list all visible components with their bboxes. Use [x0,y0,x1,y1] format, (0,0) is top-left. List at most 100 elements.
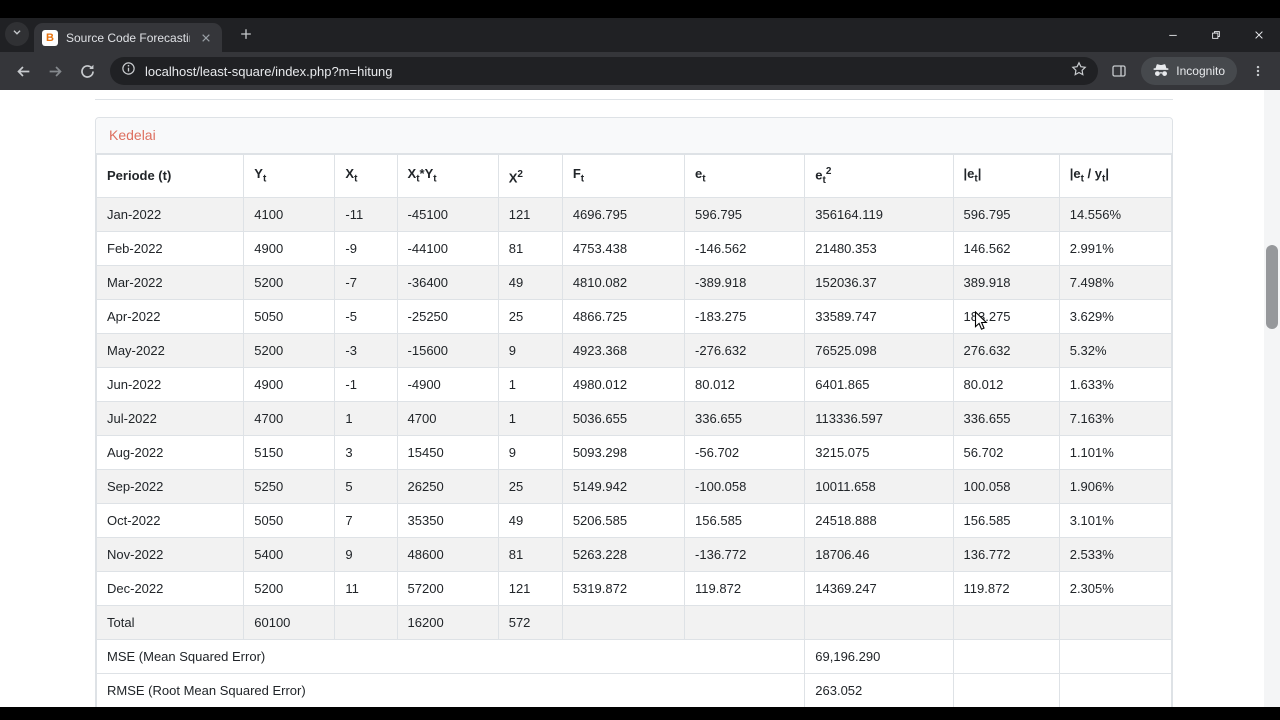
table-cell: 10011.658 [804,468,954,504]
table-cell [1058,672,1173,707]
table-cell [952,672,1060,707]
table-cell: -183.275 [684,298,806,334]
column-header: Xt [334,154,398,198]
chevron-down-icon [10,25,24,44]
table-cell: 7.163% [1058,400,1173,436]
table-cell: -11 [334,196,398,232]
reload-button[interactable] [73,57,101,85]
table-cell: 2.305% [1058,570,1173,606]
table-cell: 100.058 [952,468,1060,504]
table-row: Jul-2022 4700 1 4700 1 5036.655 336.655 113336.… [95,400,1173,436]
table-cell: 4700 [243,400,336,436]
table-cell: 4923.368 [561,332,686,368]
table-cell: 5200 [243,264,336,300]
table-row: Apr-2022 5050 -5 -25250 25 4866.725 -183.275 33… [95,298,1173,334]
tab-title: Source Code Forecasting Least [66,30,190,45]
table-cell: 4753.438 [561,230,686,266]
table-cell: 113336.597 [804,400,954,436]
forward-button[interactable] [41,57,69,85]
window-restore-button[interactable] [1194,18,1237,52]
table-cell: 2.533% [1058,536,1173,572]
table-cell: 596.795 [684,196,806,232]
window-close-button[interactable] [1237,18,1280,52]
letterbox-bottom [0,707,1280,720]
table-cell: 5263.228 [561,536,686,572]
window-controls [1151,18,1280,52]
table-cell: 7.498% [1058,264,1173,300]
table-cell: -15600 [396,332,499,368]
table-cell [952,604,1060,640]
table-cell [1058,638,1173,674]
table-cell: 5150 [243,434,336,470]
bookmark-star-icon[interactable] [1071,60,1087,82]
table-cell: 5 [334,468,398,504]
back-button[interactable] [9,57,37,85]
table-cell: 119.872 [952,570,1060,606]
table-cell: 5036.655 [561,400,686,436]
table-row: Sep-2022 5250 5 26250 25 5149.942 -100.058 1001… [95,468,1173,504]
tab-search-button[interactable] [5,22,29,46]
window-minimize-button[interactable] [1151,18,1194,52]
table-cell: Apr-2022 [95,298,245,334]
table-cell: -100.058 [684,468,806,504]
table-cell: Aug-2022 [95,434,245,470]
table-cell: 121 [497,196,563,232]
table-cell: 3 [334,434,398,470]
table-row: Jun-2022 4900 -1 -4900 1 4980.012 80.012 6401.8… [95,366,1173,402]
table-cell: 4810.082 [561,264,686,300]
vertical-scrollbar-thumb[interactable] [1266,245,1278,329]
table-cell: Total [95,604,245,640]
table-cell: 572 [497,604,563,640]
column-header: Periode (t) [95,154,245,198]
card-header: Kedelai [96,118,1172,154]
table-cell: Mar-2022 [95,264,245,300]
table-cell: 336.655 [684,400,806,436]
browser-tab-strip: B Source Code Forecasting Least [0,18,1280,52]
table-cell: 21480.353 [804,230,954,266]
table-cell: -9 [334,230,398,266]
table-cell: -36400 [396,264,499,300]
browser-toolbar: localhost/least-square/index.php?m=hitun… [0,52,1280,90]
kedelai-link[interactable]: Kedelai [109,127,156,143]
url-text[interactable]: localhost/least-square/index.php?m=hitun… [145,63,393,79]
new-tab-button[interactable] [233,24,258,49]
table-cell: -45100 [396,196,499,232]
table-cell: 119.872 [684,570,806,606]
incognito-label: Incognito [1176,64,1225,78]
vertical-scrollbar-track[interactable] [1264,90,1280,707]
table-cell: 136.772 [952,536,1060,572]
table-cell: 9 [497,332,563,368]
column-header: et [684,154,806,198]
table-cell [334,604,398,640]
site-favicon-icon: B [42,29,58,46]
incognito-icon [1153,63,1169,80]
summary-value: 263.052 [804,672,954,707]
table-cell: 5050 [243,298,336,334]
browser-menu-icon[interactable] [1245,57,1271,85]
table-cell: 1 [334,400,398,436]
table-cell: 1 [497,366,563,402]
site-info-icon[interactable] [121,61,136,81]
table-cell: 4980.012 [561,366,686,402]
table-cell: 15450 [396,434,499,470]
table-cell: 14.556% [1058,196,1173,232]
browser-tab-active[interactable]: B Source Code Forecasting Least [34,23,222,52]
table-cell: Dec-2022 [95,570,245,606]
address-bar[interactable]: localhost/least-square/index.php?m=hitun… [110,57,1099,85]
table-cell: 1.633% [1058,366,1173,402]
table-cell: 57200 [396,570,499,606]
table-cell: 5400 [243,536,336,572]
side-panel-icon[interactable] [1105,57,1133,85]
table-cell: 49 [497,264,563,300]
table-row: Total 60100 16200 572 [95,604,1173,640]
table-cell: 16200 [396,604,499,640]
table-cell: -1 [334,366,398,402]
result-card: Kedelai Periode (t) Yt Xt Xt*Yt X2 Ft et et2 |et… [95,117,1173,707]
table-cell: 49 [497,502,563,538]
table-cell: 3215.075 [804,434,954,470]
page-content: Kedelai Periode (t) Yt Xt Xt*Yt X2 Ft et et2 |et… [0,90,1280,707]
table-row: Feb-2022 4900 -9 -44100 81 4753.438 -146.562 21… [95,230,1173,266]
tab-close-icon[interactable] [198,30,214,46]
table-cell [1058,604,1173,640]
